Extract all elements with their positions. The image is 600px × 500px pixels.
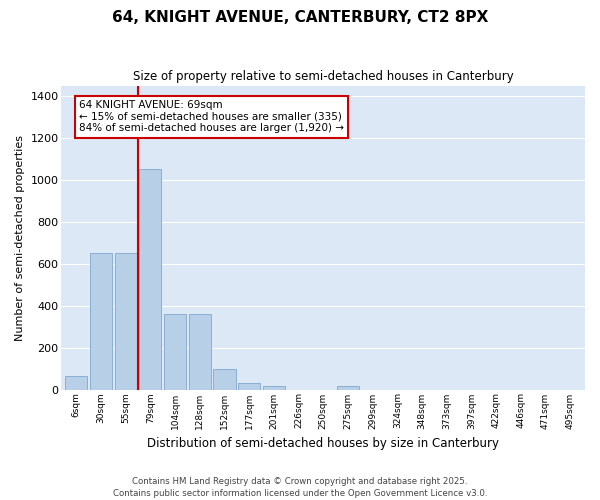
Bar	[139, 170, 161, 390]
X-axis label: Distribution of semi-detached houses by size in Canterbury: Distribution of semi-detached houses by …	[147, 437, 499, 450]
Bar	[337, 386, 359, 390]
Bar	[164, 314, 186, 390]
Bar	[115, 254, 137, 390]
Bar	[90, 254, 112, 390]
Title: Size of property relative to semi-detached houses in Canterbury: Size of property relative to semi-detach…	[133, 70, 514, 83]
Bar	[188, 314, 211, 390]
Bar	[238, 383, 260, 390]
Bar	[214, 368, 236, 390]
Bar	[65, 376, 88, 390]
Y-axis label: Number of semi-detached properties: Number of semi-detached properties	[15, 134, 25, 340]
Text: 64 KNIGHT AVENUE: 69sqm
← 15% of semi-detached houses are smaller (335)
84% of s: 64 KNIGHT AVENUE: 69sqm ← 15% of semi-de…	[79, 100, 344, 134]
Text: Contains HM Land Registry data © Crown copyright and database right 2025.
Contai: Contains HM Land Registry data © Crown c…	[113, 476, 487, 498]
Bar	[263, 386, 285, 390]
Text: 64, KNIGHT AVENUE, CANTERBURY, CT2 8PX: 64, KNIGHT AVENUE, CANTERBURY, CT2 8PX	[112, 10, 488, 25]
